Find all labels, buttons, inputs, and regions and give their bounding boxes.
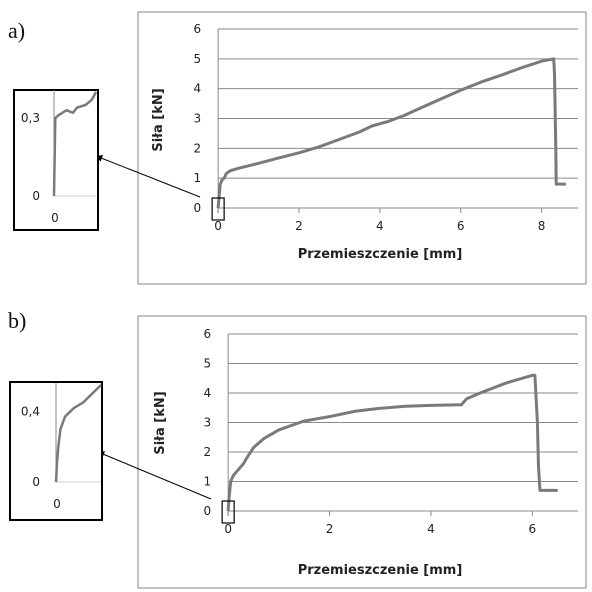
x-tick-label-a: 2 [295,219,303,233]
y-tick-label-b: 1 [204,475,212,489]
y-tick-label-b: 4 [204,386,212,400]
zoom-box-a [211,197,225,221]
x-tick-label-b: 4 [427,522,435,536]
inset-x-tick-label-a: 0 [51,211,59,225]
y-tick-label-a: 6 [193,22,201,36]
x-tick-label-b: 6 [529,522,537,536]
zoom-arrow-b [97,451,212,500]
y-axis-title-a: Siła [kN] [151,88,166,151]
inset-plot-a: 00,30 [21,90,98,225]
x-axis-title-b: Przemieszczenie [mm] [298,563,463,578]
inset-y-tick-label-a: 0,3 [21,111,40,125]
y-axis-title-b: Siła [kN] [153,391,168,454]
inset-y-tick-label-b: 0 [32,475,40,489]
zoom-arrow-a [95,155,201,198]
x-tick-label-b: 0 [224,522,232,536]
panel-label-a: a) [8,18,25,43]
x-axis-title-a: Przemieszczenie [mm] [298,247,463,262]
inset-plot-b: 00,40 [21,383,102,511]
inset-y-tick-label-b: 0,4 [21,404,40,418]
data-line-b [226,373,558,512]
x-tick-label-a: 4 [376,219,384,233]
y-tick-label-a: 2 [193,141,201,155]
x-tick-label-a: 8 [538,219,546,233]
y-tick-label-a: 3 [193,112,201,126]
y-tick-label-b: 6 [204,327,212,341]
x-tick-label-b: 2 [326,522,334,536]
x-tick-label-a: 6 [457,219,465,233]
y-tick-label-b: 2 [204,445,212,459]
panel-label-b: b) [8,308,26,333]
inset-data-line-a [52,91,98,197]
zoom-box-b [221,500,235,524]
inset-data-line-b [54,384,102,483]
y-tick-label-a: 0 [193,201,201,215]
y-tick-label-b: 3 [204,416,212,430]
inset-x-tick-label-b: 0 [53,497,61,511]
y-tick-label-a: 5 [193,52,201,66]
y-tick-label-a: 1 [193,171,201,185]
y-tick-label-b: 0 [204,504,212,518]
data-line-a [216,57,566,209]
inset-y-tick-label-a: 0 [32,189,40,203]
plot-area-a: 0 1 2 3 4 5 6 0 2 4 6 8 [193,22,578,233]
plot-area-b: 0 1 2 3 4 5 6 0 2 4 6 [204,327,578,536]
y-tick-label-b: 5 [204,357,212,371]
x-tick-label-a: 0 [214,219,222,233]
inset-frame-a [13,89,99,231]
y-tick-label-a: 4 [193,82,201,96]
